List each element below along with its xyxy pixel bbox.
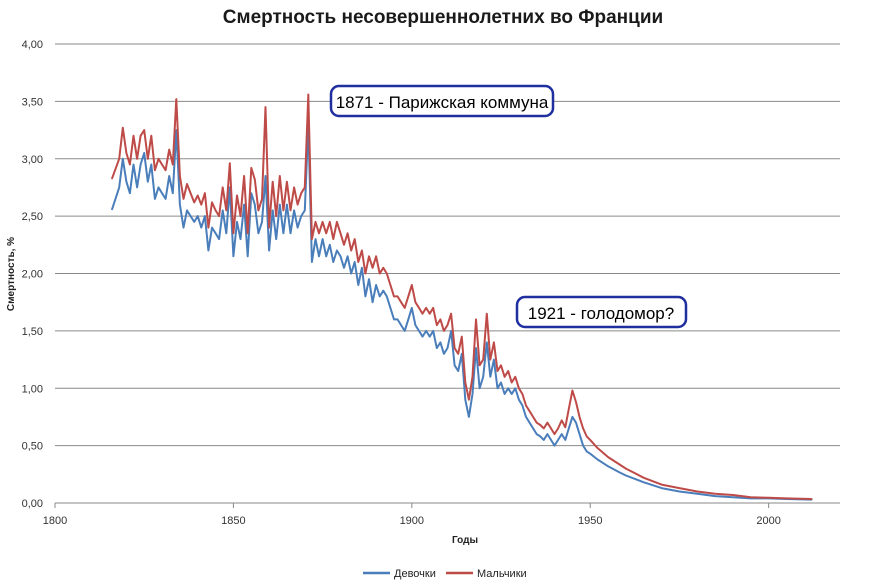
legend-label-boys: Мальчики <box>477 568 527 580</box>
x-tick-label: 2000 <box>756 515 780 527</box>
series-line-girls <box>111 123 813 501</box>
chart-title: Смертность несовершеннолетних во Франции <box>223 7 663 28</box>
annotation-1921: 1921 - голодомор? <box>515 295 688 329</box>
series-lines <box>111 93 813 501</box>
y-tick-label: 3,50 <box>22 96 43 108</box>
x-axis-ticks: 1800 1850 1900 1950 2000 <box>43 503 781 527</box>
x-tick-label: 1850 <box>221 515 245 527</box>
x-tick-label: 1800 <box>43 515 67 527</box>
y-tick-label: 0,50 <box>22 441 43 453</box>
y-tick-label: 3,00 <box>22 154 43 166</box>
legend-label-girls: Девочки <box>394 568 436 580</box>
x-tick-label: 1900 <box>400 515 424 527</box>
y-tick-label: 1,00 <box>22 383 43 395</box>
y-tick-label: 2,50 <box>22 211 43 223</box>
x-axis-label: Годы <box>452 535 478 546</box>
legend: Девочки Мальчики <box>363 568 527 580</box>
annotation-1921-text: 1921 - голодомор? <box>528 304 674 323</box>
annotation-1871: 1871 - Парижская коммуна <box>329 84 555 118</box>
y-tick-label: 4,00 <box>22 39 43 51</box>
y-tick-label: 2,00 <box>22 269 43 281</box>
x-tick-label: 1950 <box>578 515 602 527</box>
y-tick-label: 1,50 <box>22 326 43 338</box>
annotation-1921-box <box>515 295 688 329</box>
y-axis-ticks: 0,00 0,50 1,00 1,50 2,00 2,50 3,00 3,50 4,00 <box>22 39 43 510</box>
annotation-1871-text: 1871 - Парижская коммуна <box>336 93 549 112</box>
y-tick-label: 0,00 <box>22 498 43 510</box>
annotation-1871-box <box>329 84 555 118</box>
series-line-boys <box>111 93 813 500</box>
gridlines <box>55 43 840 447</box>
y-axis-label: Смертность, % <box>6 237 17 311</box>
